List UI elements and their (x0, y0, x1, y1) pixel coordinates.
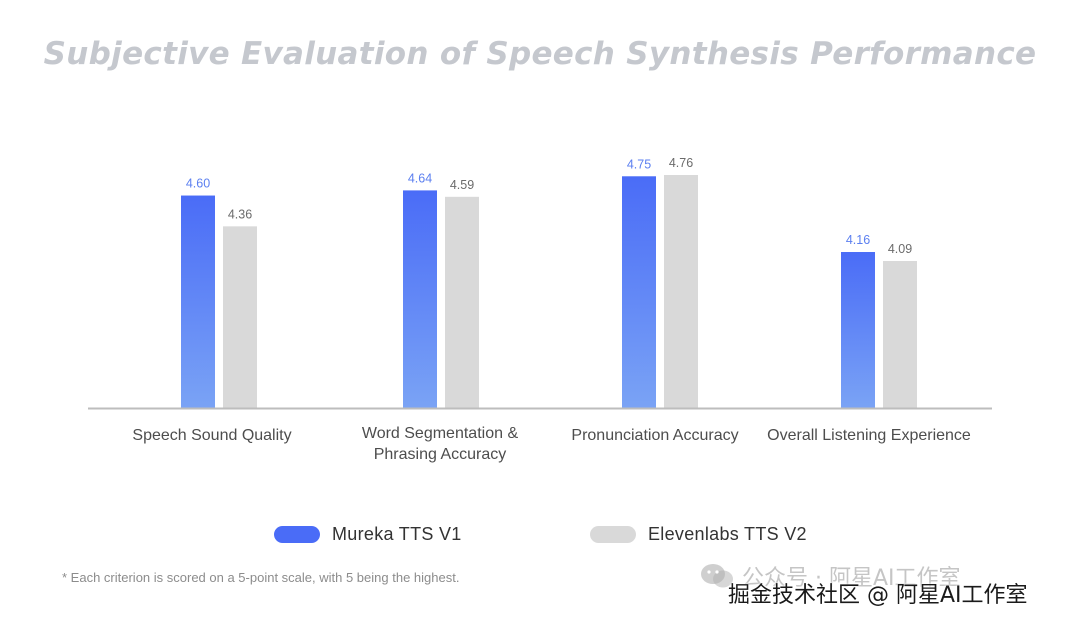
legend-swatch-elevenlabs (590, 525, 636, 543)
legend-swatch-mureka (274, 525, 320, 543)
bar-mureka-tts-v1-pronunciation-accuracy (622, 176, 656, 408)
bar-mureka-tts-v1-word-segmentation-phrasing-accuracy (403, 190, 437, 408)
bar-mureka-tts-v1-overall-listening-experience (841, 252, 875, 408)
category-label-pronunciation-accuracy: Pronunciation Accuracy (571, 427, 738, 444)
data-label-mureka-tts-v1-overall-listening-experience: 4.16 (846, 233, 870, 247)
legend-item-elevenlabs: Elevenlabs TTS V2 (590, 522, 807, 546)
data-label-mureka-tts-v1-pronunciation-accuracy: 4.75 (627, 157, 651, 171)
legend-label-elevenlabs: Elevenlabs TTS V2 (648, 523, 807, 544)
data-label-mureka-tts-v1-word-segmentation-phrasing-accuracy: 4.64 (408, 171, 432, 185)
data-label-elevenlabs-tts-v2-pronunciation-accuracy: 4.76 (669, 156, 693, 170)
data-label-elevenlabs-tts-v2-overall-listening-experience: 4.09 (888, 242, 912, 256)
category-label-speech-sound-quality: Speech Sound Quality (132, 427, 291, 444)
bar-elevenlabs-tts-v2-pronunciation-accuracy (664, 175, 698, 408)
category-label-overall-listening-experience: Overall Listening Experience (767, 427, 971, 444)
wechat-icon (701, 564, 733, 588)
bar-elevenlabs-tts-v2-speech-sound-quality (223, 226, 257, 408)
chart-title: Subjective Evaluation of Speech Synthesi… (43, 36, 1037, 72)
data-label-elevenlabs-tts-v2-speech-sound-quality: 4.36 (228, 207, 252, 221)
footnote: * Each criterion is scored on a 5-point … (62, 570, 460, 585)
watermark-juejin: 掘金技术社区 @ 阿星AI工作室 (728, 583, 1028, 608)
data-label-elevenlabs-tts-v2-word-segmentation-phrasing-accuracy: 4.59 (450, 178, 474, 192)
watermark-top-text: 公众号 · 阿星AI工作室 (742, 566, 961, 591)
watermark-wechat: 公众号 · 阿星AI工作室 (700, 560, 961, 592)
bar-elevenlabs-tts-v2-overall-listening-experience (883, 261, 917, 408)
legend-label-mureka: Mureka TTS V1 (332, 523, 462, 544)
data-label-mureka-tts-v1-speech-sound-quality: 4.60 (186, 177, 210, 191)
legend-item-mureka: Mureka TTS V1 (274, 522, 462, 546)
bar-mureka-tts-v1-speech-sound-quality (181, 195, 215, 408)
category-label-word-segmentation-phrasing-accuracy: Word Segmentation & Phrasing Accuracy (362, 425, 519, 463)
bar-elevenlabs-tts-v2-word-segmentation-phrasing-accuracy (445, 196, 479, 408)
